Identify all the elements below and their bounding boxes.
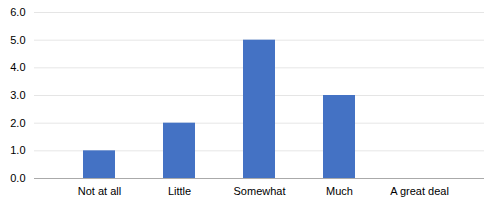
svg-text:Not at all: Not at all xyxy=(78,185,121,197)
svg-text:Much: Much xyxy=(326,185,353,197)
svg-text:A great deal: A great deal xyxy=(390,185,449,197)
svg-text:Somewhat: Somewhat xyxy=(234,185,286,197)
svg-text:5.0: 5.0 xyxy=(10,34,25,46)
svg-text:2.0: 2.0 xyxy=(10,117,25,129)
svg-text:0.0: 0.0 xyxy=(10,172,25,184)
svg-text:6.0: 6.0 xyxy=(10,6,25,18)
svg-text:1.0: 1.0 xyxy=(10,144,25,156)
svg-text:4.0: 4.0 xyxy=(10,61,25,73)
svg-text:Little: Little xyxy=(168,185,191,197)
svg-text:3.0: 3.0 xyxy=(10,89,25,101)
